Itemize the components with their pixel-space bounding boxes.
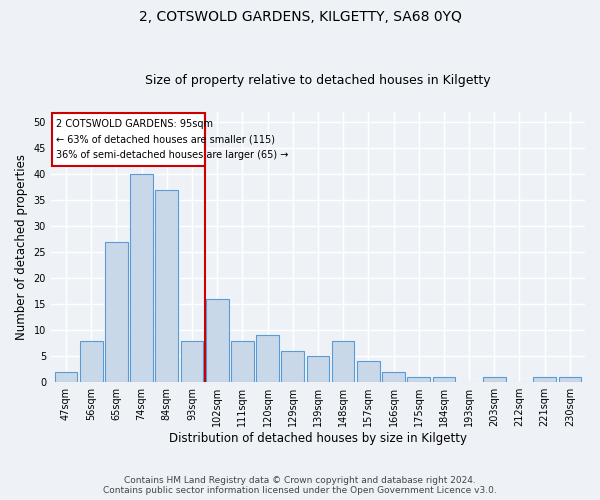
Bar [357, 362, 380, 382]
Bar [433, 377, 455, 382]
Bar [55, 372, 77, 382]
Bar [130, 174, 153, 382]
Bar [407, 377, 430, 382]
Bar [483, 377, 506, 382]
Bar [206, 299, 229, 382]
Bar [559, 377, 581, 382]
Bar [155, 190, 178, 382]
Text: 2 COTSWOLD GARDENS: 95sqm: 2 COTSWOLD GARDENS: 95sqm [56, 119, 213, 129]
Bar [256, 336, 279, 382]
Title: Size of property relative to detached houses in Kilgetty: Size of property relative to detached ho… [145, 74, 491, 87]
Bar [181, 340, 203, 382]
Text: ← 63% of detached houses are smaller (115): ← 63% of detached houses are smaller (11… [56, 134, 275, 144]
X-axis label: Distribution of detached houses by size in Kilgetty: Distribution of detached houses by size … [169, 432, 467, 445]
Bar [52, 113, 205, 166]
Text: 36% of semi-detached houses are larger (65) →: 36% of semi-detached houses are larger (… [56, 150, 289, 160]
Text: Contains HM Land Registry data © Crown copyright and database right 2024.
Contai: Contains HM Land Registry data © Crown c… [103, 476, 497, 495]
Bar [231, 340, 254, 382]
Y-axis label: Number of detached properties: Number of detached properties [15, 154, 28, 340]
Bar [332, 340, 355, 382]
Bar [533, 377, 556, 382]
Bar [382, 372, 405, 382]
Bar [307, 356, 329, 382]
Bar [80, 340, 103, 382]
Bar [105, 242, 128, 382]
Bar [281, 351, 304, 382]
Text: 2, COTSWOLD GARDENS, KILGETTY, SA68 0YQ: 2, COTSWOLD GARDENS, KILGETTY, SA68 0YQ [139, 10, 461, 24]
